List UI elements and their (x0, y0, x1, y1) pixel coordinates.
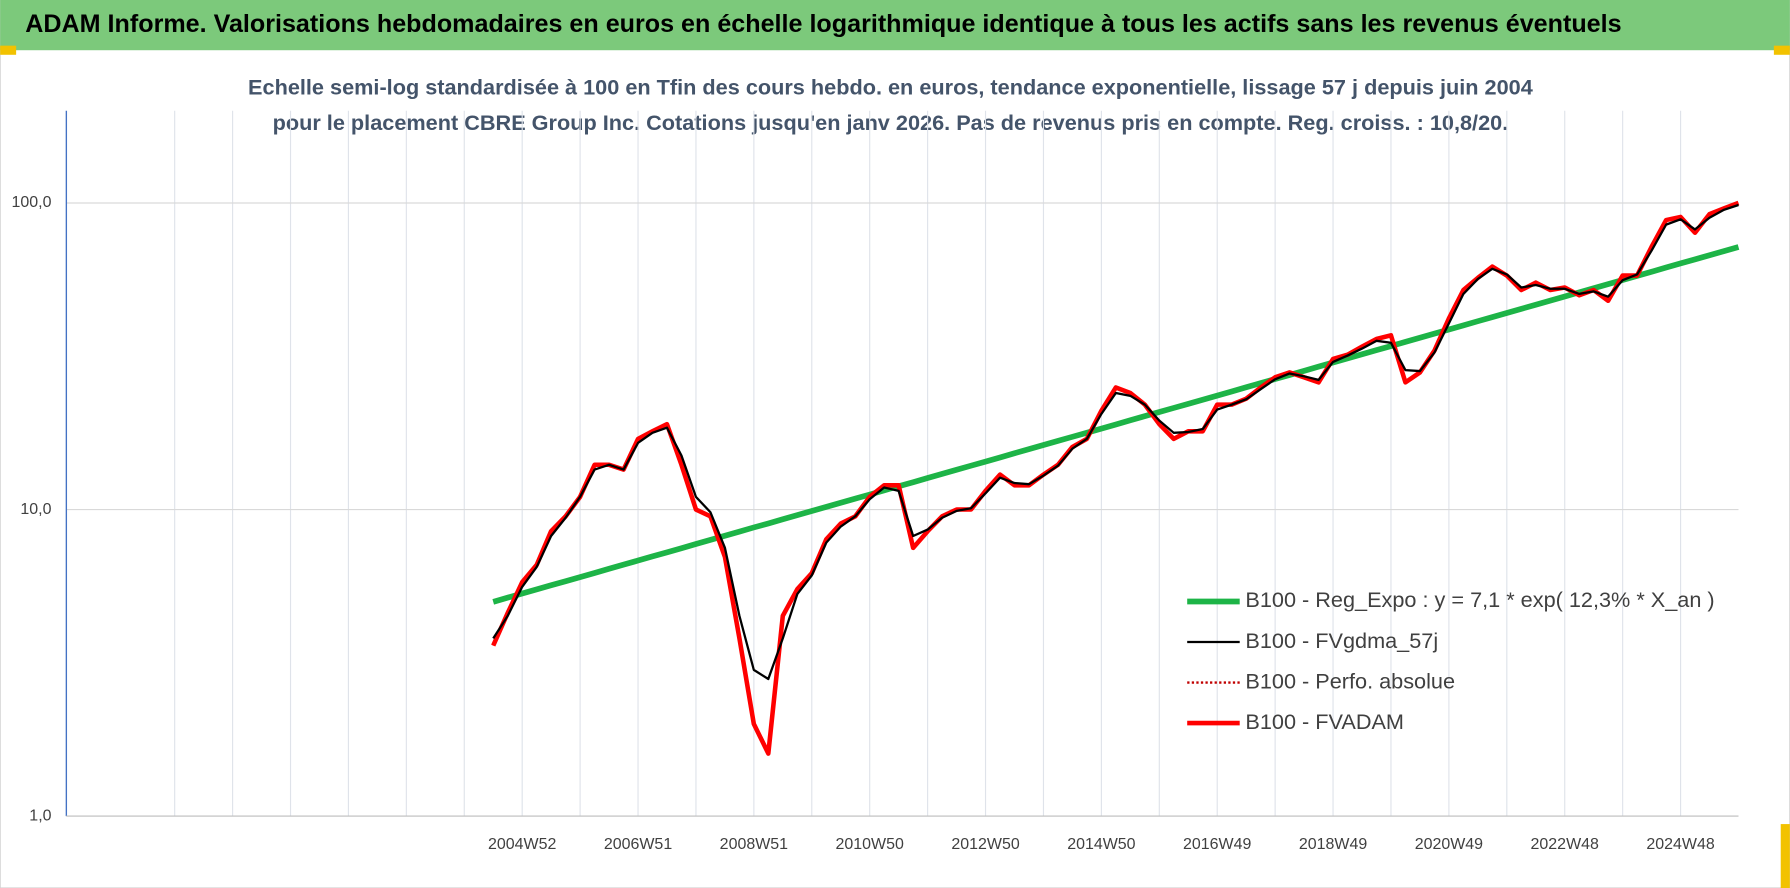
corner (1773, 45, 1790, 55)
chart-title: Echelle semi-log standardisée à 100 en T… (248, 76, 1533, 136)
x-tick-label: 2018W49 (1299, 836, 1367, 853)
y-tick-label: 1,0 (29, 807, 51, 824)
legend-label: B100 - FVgdma_57j (1245, 628, 1438, 653)
x-tick-label: 2016W49 (1183, 836, 1251, 853)
x-tick-label: 2024W48 (1646, 836, 1714, 853)
legend-label: B100 - FVADAM (1245, 709, 1404, 734)
legend-label: B100 - Perfo. absolue (1245, 668, 1455, 693)
chart-title-box: Echelle semi-log standardisée à 100 en T… (248, 76, 1533, 136)
legend-label: B100 - Reg_Expo : y = 7,1 * exp( 12,3% *… (1245, 587, 1714, 612)
x-tick-label: 2006W51 (604, 836, 672, 853)
series-line (492, 203, 1739, 681)
series-line (492, 244, 1740, 605)
page-title: ADAM Informe. Valorisations hebdomadaire… (25, 10, 1621, 38)
x-tick-label: 2020W49 (1415, 836, 1483, 853)
header-bar (0, 0, 1790, 51)
x-tick-label: 2004W52 (488, 836, 556, 853)
x-tick-label: 2012W50 (951, 836, 1019, 853)
x-tick-label: 2010W50 (836, 836, 904, 853)
y-tick-label: 10,0 (20, 501, 51, 518)
y-tick-label: 100,0 (12, 194, 52, 211)
x-tick-label: 2022W48 (1531, 836, 1599, 853)
corner (1780, 824, 1790, 888)
x-tick-label: 2014W50 (1067, 836, 1135, 853)
x-tick-label: 2008W51 (720, 836, 788, 853)
corner (0, 45, 17, 55)
